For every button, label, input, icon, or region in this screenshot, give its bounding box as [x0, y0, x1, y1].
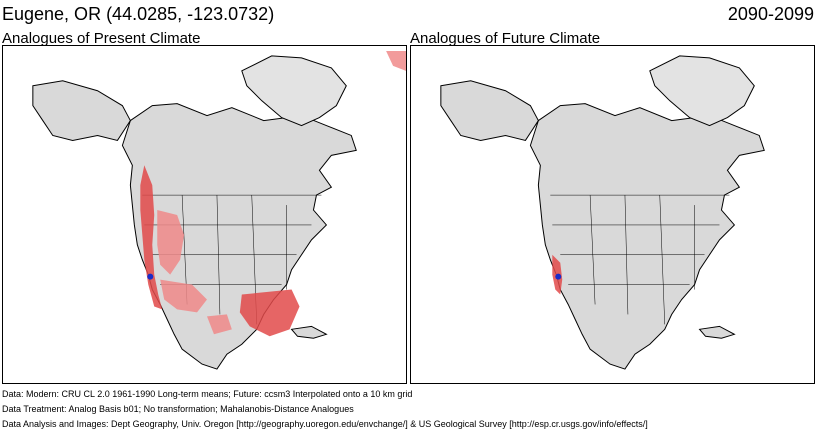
caribbean-islands	[698, 325, 736, 339]
data-treatment-note: Data Treatment: Analog Basis b01; No tra…	[2, 404, 354, 414]
present-climate-map	[2, 45, 407, 384]
alaska	[440, 80, 539, 142]
state-borders	[550, 194, 730, 325]
location-title: Eugene, OR (44.0285, -123.0732)	[2, 4, 275, 24]
greenland	[649, 55, 755, 127]
caribbean-islands	[290, 325, 328, 339]
north-america-landmass	[529, 103, 765, 370]
greenland	[241, 55, 347, 127]
alaska	[32, 80, 131, 142]
site-marker	[555, 273, 562, 280]
analogue-interior-northwest	[157, 210, 185, 275]
analogue-plains	[206, 314, 232, 335]
present-map-canvas	[32, 50, 406, 370]
data-source-note: Data: Modern: CRU CL 2.0 1961-1990 Long-…	[2, 389, 413, 399]
future-map-canvas	[440, 55, 765, 370]
credits-note: Data Analysis and Images: Dept Geography…	[2, 419, 648, 429]
future-map-title: Analogues of Future Climate	[410, 30, 601, 47]
period-label: 2090-2099	[727, 4, 814, 24]
future-climate-map	[410, 45, 815, 384]
basemap	[32, 55, 357, 370]
present-map-title: Analogues of Present Climate	[2, 30, 201, 47]
site-marker	[147, 273, 154, 280]
analogue-pacific-coast	[140, 165, 163, 310]
analogue-great-basin	[160, 279, 207, 313]
analogue-zones	[140, 50, 406, 337]
analogue-arctic-corner	[386, 50, 406, 71]
analogue-southeast	[239, 289, 300, 337]
basemap	[440, 55, 765, 370]
